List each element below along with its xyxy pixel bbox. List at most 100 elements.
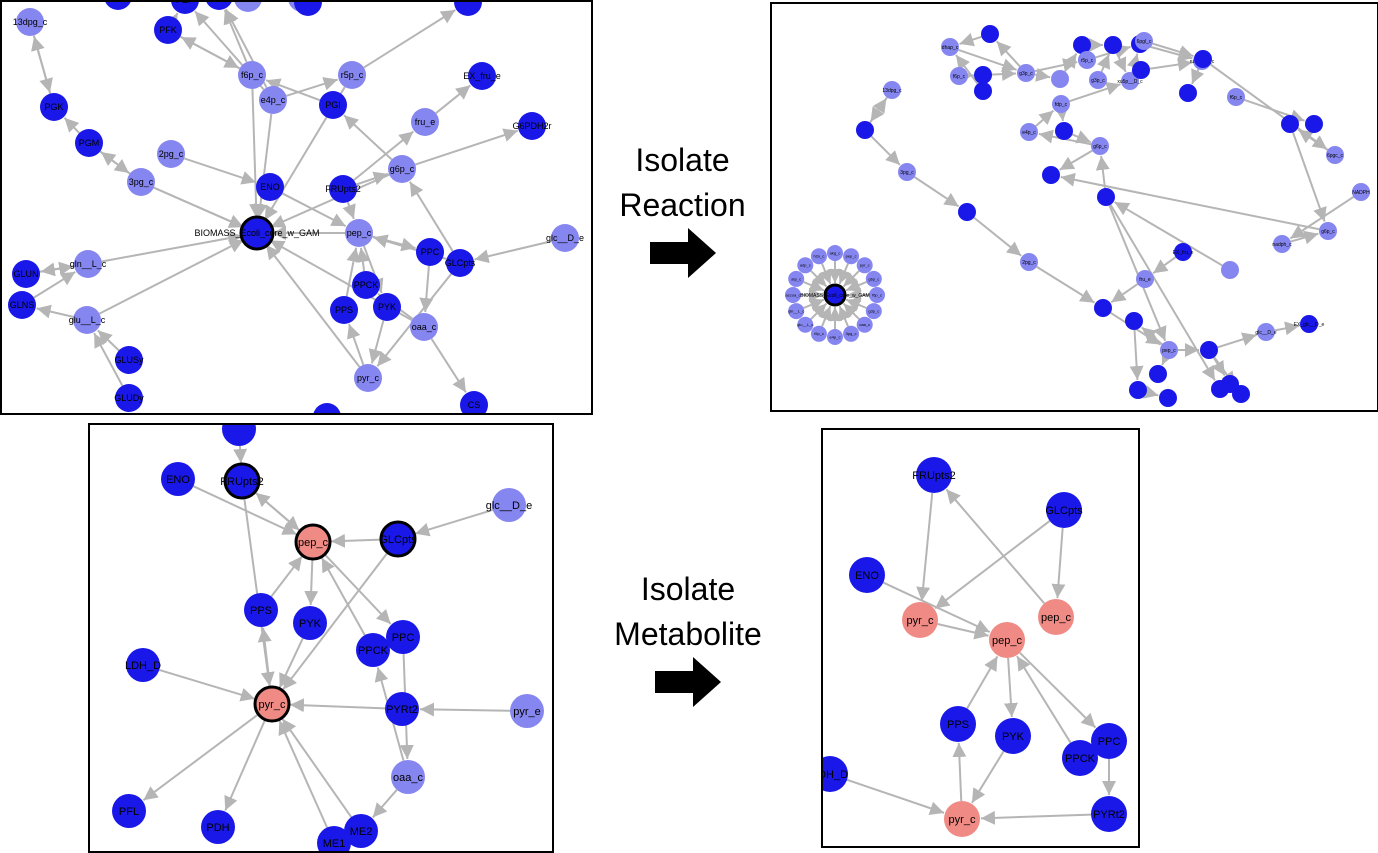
node-glcpts[interactable]: GLCpts xyxy=(1045,492,1083,528)
metabolite-node[interactable] xyxy=(810,325,827,342)
reaction-node[interactable] xyxy=(344,814,378,848)
metabolite-node[interactable] xyxy=(1352,183,1370,201)
metabolite-node[interactable] xyxy=(1017,64,1035,82)
node-ex-fru-e[interactable]: EX_fru_e xyxy=(463,62,501,90)
node-pps[interactable]: PPS xyxy=(330,296,358,324)
node-glu-l-c[interactable]: glu__L_c xyxy=(797,316,813,333)
node-c28[interactable] xyxy=(958,203,976,221)
reaction-node[interactable] xyxy=(1305,115,1323,133)
reaction-node[interactable] xyxy=(115,346,143,374)
reaction-node[interactable] xyxy=(356,633,390,667)
node-gln-l-c[interactable]: gln__L_c xyxy=(70,250,107,278)
metabolite-node[interactable] xyxy=(1136,270,1154,288)
metabolite-node[interactable] xyxy=(73,306,101,334)
node-ppck[interactable]: PPCK xyxy=(352,271,380,299)
isolated-reaction-graph[interactable]: dhap_c g3p_c f6p_c fdp_c g3p_c xu5p__D_c r5p_c… xyxy=(772,4,1377,410)
node-pgm[interactable]: PGM xyxy=(75,129,103,157)
reaction-node[interactable] xyxy=(981,25,999,43)
metabolite-node[interactable] xyxy=(1257,323,1275,341)
metabolite-node[interactable] xyxy=(1078,51,1096,69)
reaction-node[interactable] xyxy=(171,2,199,14)
metabolite-node[interactable] xyxy=(238,61,266,89)
reaction-node[interactable] xyxy=(1300,315,1318,333)
full-network-graph[interactable]: PEP 13dpg_c PFK f6p_c r5p_c EX_fru_e PGK e4p_c P… xyxy=(2,2,591,413)
node-c13[interactable] xyxy=(1132,61,1150,79)
node-a2[interactable] xyxy=(205,2,233,10)
reaction-node[interactable] xyxy=(1073,36,1091,54)
metabolite-selection-graph[interactable]: ENO FRUpts2 glc__D_e pep_c GLCpts PPS PYK PPCPP… xyxy=(90,425,552,851)
metabolite-node[interactable] xyxy=(234,2,262,12)
reaction-node[interactable] xyxy=(916,457,952,493)
metabolite-node[interactable] xyxy=(797,257,814,274)
node-pfl[interactable]: PFL xyxy=(112,794,146,828)
node-biomass-ecoli-core-w-gam[interactable]: BIOMASS_Ecoli_core_w_GAM xyxy=(800,283,870,307)
reaction-node[interactable] xyxy=(1104,36,1122,54)
node-g3p-c[interactable]: g3p_c xyxy=(865,303,882,320)
node-f6p-c[interactable]: f6p_c xyxy=(238,61,266,89)
metabolite-node[interactable] xyxy=(1326,146,1344,164)
node-glusy[interactable]: GLUSy xyxy=(114,346,144,374)
node-pyk[interactable]: PYK xyxy=(373,293,401,321)
node-r5p-c[interactable]: r5p_c xyxy=(1078,51,1096,69)
node-ppc[interactable]: PPC xyxy=(1091,723,1127,759)
reaction-node[interactable] xyxy=(223,462,261,500)
reaction-node[interactable] xyxy=(1179,84,1197,102)
metabolite-node[interactable] xyxy=(551,224,579,252)
reaction-node[interactable] xyxy=(1129,381,1147,399)
reaction-node[interactable] xyxy=(294,2,322,16)
reaction-node[interactable] xyxy=(518,112,546,140)
node-g3p-c[interactable]: g3p_c xyxy=(1089,71,1107,89)
node-eno[interactable]: ENO xyxy=(161,462,195,496)
node-a7[interactable] xyxy=(454,2,482,16)
reaction-node[interactable] xyxy=(974,82,992,100)
node-pep[interactable]: PEP xyxy=(171,2,199,14)
node-3pg-c[interactable]: 3pg_c xyxy=(898,163,916,181)
metabolite-node[interactable] xyxy=(898,163,916,181)
node-pep-c[interactable]: pep_c xyxy=(345,219,373,247)
node-atp-c[interactable]: atp_c xyxy=(788,270,805,287)
metabolite-node[interactable] xyxy=(127,168,155,196)
node-g6p-c[interactable]: g6p_c xyxy=(388,155,416,183)
reaction-node[interactable] xyxy=(239,215,275,251)
node-glc-d-e[interactable]: glc__D_e xyxy=(1255,323,1277,341)
node-c20[interactable] xyxy=(1179,84,1197,102)
reaction-node[interactable] xyxy=(1094,299,1112,317)
metabolite-node[interactable] xyxy=(1051,70,1069,88)
reaction-node[interactable] xyxy=(373,293,401,321)
node-frupts2[interactable]: FRUpts2 xyxy=(325,175,361,203)
node-f6p-c[interactable]: f6p_c xyxy=(869,287,885,303)
reaction-node[interactable] xyxy=(1062,740,1098,776)
metabolite-node[interactable] xyxy=(492,488,526,522)
reaction-node[interactable] xyxy=(319,91,347,119)
node-pep-c[interactable]: pep_c xyxy=(1160,341,1178,359)
metabolite-node[interactable] xyxy=(1089,71,1107,89)
node-2pg-c[interactable]: 2pg_c xyxy=(157,140,185,168)
node-pyrt2[interactable]: PYRt2 xyxy=(385,692,419,726)
reaction-node[interactable] xyxy=(112,794,146,828)
node-pyr-c[interactable]: pyr_c xyxy=(354,364,382,392)
node-ex-fru-e[interactable]: EX_fru_e xyxy=(1173,243,1194,261)
reaction-node[interactable] xyxy=(1055,122,1073,140)
node-3pg-c[interactable]: 3pg_c xyxy=(843,325,860,342)
reaction-node[interactable] xyxy=(1097,188,1115,206)
node-e4p-c[interactable]: e4p_c xyxy=(827,329,843,345)
node-glcpts[interactable]: GLCpts xyxy=(445,249,476,277)
metabolite-node[interactable] xyxy=(1135,32,1153,50)
node-pyr-c[interactable]: pyr_c xyxy=(902,602,938,638)
node-oaa-c[interactable]: oaa_c xyxy=(410,313,438,341)
node-c7[interactable] xyxy=(974,66,992,84)
node-pep-c[interactable]: pep_c xyxy=(294,523,332,561)
node-pgk[interactable]: PGK xyxy=(40,93,68,121)
reaction-node[interactable] xyxy=(1194,50,1212,68)
node-h2o-c[interactable]: h2o_c xyxy=(810,248,827,265)
metabolite-node[interactable] xyxy=(345,219,373,247)
reaction-node[interactable] xyxy=(995,718,1031,754)
node-eno[interactable]: ENO xyxy=(849,557,885,593)
node-c29[interactable] xyxy=(1055,122,1073,140)
node-r5p-c[interactable]: r5p_c xyxy=(810,325,827,342)
reaction-node[interactable] xyxy=(40,93,68,121)
reaction-node[interactable] xyxy=(1125,312,1143,330)
node-glcpts[interactable]: GLCpts xyxy=(379,520,417,558)
node-ppc[interactable]: PPC xyxy=(386,620,420,654)
node-c40[interactable] xyxy=(1200,341,1218,359)
